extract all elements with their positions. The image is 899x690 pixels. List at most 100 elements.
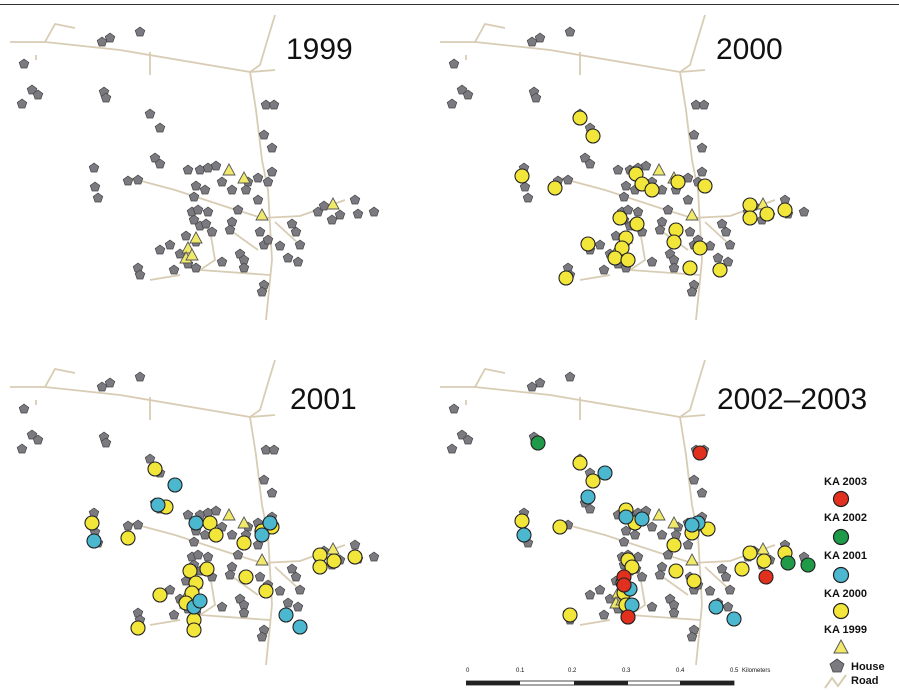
house-marker bbox=[584, 503, 596, 514]
ka2001-marker bbox=[188, 515, 204, 531]
house-marker bbox=[654, 224, 666, 235]
house-marker bbox=[530, 92, 542, 103]
house-marker bbox=[122, 175, 134, 186]
ka2000-marker bbox=[742, 545, 758, 561]
map-panel-1999: 1999 bbox=[0, 0, 440, 330]
road-line bbox=[129, 177, 346, 219]
house-marker bbox=[238, 262, 250, 273]
house-marker bbox=[192, 204, 204, 215]
house-marker bbox=[262, 234, 274, 245]
house-marker bbox=[798, 206, 810, 217]
ka2001-marker bbox=[618, 509, 634, 525]
ka2000-marker bbox=[347, 549, 363, 565]
map-legend: KA 2003 KA 2002 KA 2001 KA 2000 KA 1999 … bbox=[820, 470, 899, 690]
house-marker bbox=[620, 525, 632, 536]
house-marker bbox=[16, 443, 28, 454]
house-marker bbox=[16, 98, 28, 109]
ka2000-marker bbox=[326, 553, 342, 569]
road-line bbox=[229, 574, 259, 596]
house-marker bbox=[132, 519, 144, 530]
house-marker bbox=[656, 216, 668, 227]
road-line bbox=[629, 614, 701, 621]
house-marker bbox=[224, 224, 236, 235]
house-marker bbox=[274, 240, 286, 251]
house-marker bbox=[656, 561, 668, 572]
house-marker bbox=[32, 89, 44, 100]
ka2000-marker bbox=[186, 622, 202, 638]
house-marker bbox=[646, 521, 658, 532]
house-marker bbox=[144, 108, 156, 119]
house-marker bbox=[18, 58, 30, 69]
house-marker bbox=[618, 191, 630, 202]
ka1999-marker bbox=[652, 163, 666, 176]
house-marker bbox=[682, 194, 694, 205]
map-panel-2002-2003: 2002–2003 bbox=[430, 345, 870, 675]
road-line bbox=[44, 41, 276, 73]
ka2000-marker bbox=[682, 260, 698, 276]
house-marker bbox=[720, 226, 732, 237]
ka1999-marker bbox=[255, 208, 269, 221]
house-marker bbox=[188, 191, 200, 202]
ka1999-marker bbox=[222, 508, 236, 521]
ka2000-marker bbox=[580, 236, 596, 252]
road-line bbox=[274, 566, 301, 591]
ka2000-marker bbox=[130, 620, 146, 636]
house-marker bbox=[562, 174, 574, 185]
ka2000-marker bbox=[585, 473, 601, 489]
house-marker bbox=[722, 601, 734, 612]
house-marker bbox=[654, 569, 666, 580]
house-marker bbox=[292, 601, 304, 612]
house-marker bbox=[579, 152, 591, 163]
house-marker bbox=[202, 206, 214, 217]
ka1999-marker bbox=[255, 553, 269, 566]
house-marker bbox=[446, 98, 458, 109]
ka2000-marker bbox=[759, 206, 775, 222]
ka2000-marker bbox=[312, 559, 328, 575]
house-marker bbox=[612, 164, 624, 175]
ka2001-marker bbox=[580, 489, 596, 505]
house-marker bbox=[704, 585, 716, 596]
house-marker bbox=[200, 218, 212, 229]
ka2000-marker bbox=[199, 561, 215, 577]
road-line bbox=[474, 41, 706, 73]
legend-swatch-ka2000 bbox=[832, 602, 850, 620]
house-marker bbox=[192, 549, 204, 560]
ka2000-marker bbox=[572, 110, 588, 126]
house-marker bbox=[696, 487, 708, 498]
ka2000-marker bbox=[742, 210, 758, 226]
house-marker bbox=[668, 262, 680, 273]
house-marker bbox=[104, 32, 116, 43]
ka2001-marker bbox=[634, 511, 650, 527]
scale-tick-4: 0.4 bbox=[676, 668, 685, 674]
road-line bbox=[199, 269, 271, 276]
scale-bar: 0 0.1 0.2 0.3 0.4 0.5 Kilometers bbox=[466, 668, 786, 690]
ka2000-marker bbox=[742, 197, 758, 213]
house-marker bbox=[258, 129, 270, 140]
year-label: 2002–2003 bbox=[717, 383, 868, 416]
house-marker bbox=[202, 551, 214, 562]
ka1999-marker bbox=[326, 197, 340, 210]
house-marker bbox=[292, 256, 304, 267]
house-marker bbox=[318, 200, 330, 211]
legend-swatch-ka2002 bbox=[832, 528, 850, 546]
ka2003-marker bbox=[620, 609, 636, 625]
road-line bbox=[559, 522, 776, 564]
house-marker bbox=[266, 487, 278, 498]
house-marker bbox=[252, 194, 264, 205]
house-marker bbox=[686, 631, 698, 642]
house-marker bbox=[188, 536, 200, 547]
ka2000-marker bbox=[120, 530, 136, 546]
ka2000-marker bbox=[152, 587, 168, 603]
house-marker bbox=[226, 216, 238, 227]
house-marker bbox=[122, 520, 134, 531]
house-marker bbox=[446, 443, 458, 454]
ka2000-marker bbox=[620, 252, 636, 268]
house-marker bbox=[226, 529, 238, 540]
map-canvas-1999 bbox=[10, 14, 380, 321]
house-marker bbox=[584, 589, 596, 600]
ka2001-marker bbox=[726, 611, 742, 627]
house-marker bbox=[448, 58, 460, 69]
house-marker bbox=[18, 403, 30, 414]
year-label: 2000 bbox=[716, 33, 783, 66]
house-marker bbox=[522, 192, 534, 203]
